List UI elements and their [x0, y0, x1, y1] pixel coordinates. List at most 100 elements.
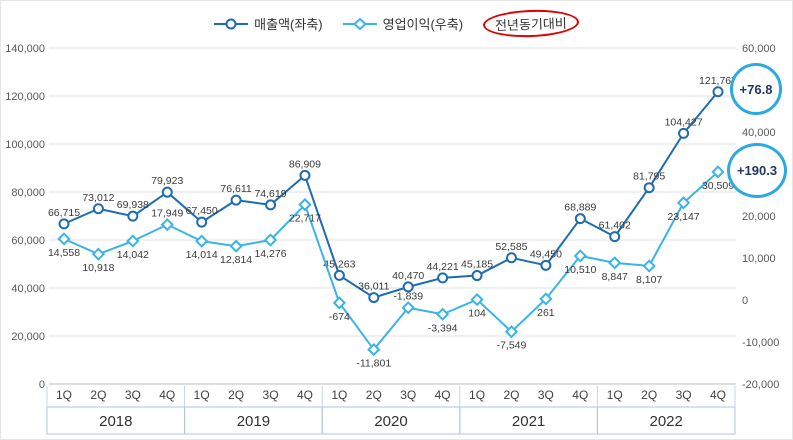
x-axis-label: 4Q	[435, 388, 451, 402]
data-point-marker	[642, 259, 656, 273]
data-label: -674	[329, 311, 350, 323]
x-axis-label: 4Q	[159, 388, 175, 402]
data-point-marker	[91, 247, 106, 261]
y-axis-label-left: 80,000	[11, 187, 45, 199]
data-label: 23,147	[668, 211, 700, 223]
data-label: 8,107	[636, 274, 662, 286]
data-label: 44,221	[427, 261, 459, 273]
data-label: 14,042	[117, 249, 149, 261]
data-point-marker	[470, 292, 484, 307]
x-axis-label: 3Q	[125, 388, 141, 402]
yoy-value-profit: +190.3	[736, 163, 778, 178]
legend-item-profit[interactable]: 영업이익(우축)	[342, 14, 464, 33]
data-label: 14,558	[48, 247, 80, 259]
data-point-marker	[229, 239, 243, 253]
data-point-marker	[160, 217, 174, 232]
data-label: 79,923	[151, 175, 183, 187]
data-label: 74,619	[254, 188, 286, 200]
y-axis-label-left: 60,000	[11, 235, 45, 247]
data-point-marker	[609, 231, 621, 243]
chart-legend: 매출액(좌축) 영업이익(우축) 전년동기대비	[1, 8, 792, 39]
legend-label-profit: 영업이익(우축)	[382, 17, 464, 32]
y-axis-label-right: 40,000	[742, 127, 776, 139]
data-label: 10,510	[564, 264, 596, 276]
data-point-marker	[127, 210, 139, 222]
data-point-marker	[92, 203, 104, 215]
x-axis-label: 1Q	[331, 388, 347, 402]
data-label: 67,450	[186, 205, 218, 217]
data-point-marker	[437, 272, 449, 284]
data-point-marker	[196, 216, 208, 228]
data-label: -11,801	[356, 358, 391, 370]
data-point-marker	[126, 234, 140, 248]
data-point-marker	[676, 196, 691, 210]
x-axis-label: 2Q	[641, 388, 657, 402]
data-label: 76,611	[220, 183, 251, 195]
y-axis-label-left: 0	[39, 379, 45, 391]
y-axis-label-left: 40,000	[11, 283, 45, 295]
data-label: -7,549	[497, 340, 527, 352]
data-point-marker	[573, 249, 587, 263]
y-axis-label-left: 120,000	[5, 91, 45, 103]
y-axis-label-left: 140,000	[5, 43, 45, 55]
y-axis-label-right: 10,000	[742, 253, 776, 265]
data-label: 61,402	[599, 220, 631, 232]
x-axis-label: 1Q	[194, 388, 210, 402]
data-point-marker	[574, 213, 586, 225]
data-label: 30,509	[702, 180, 734, 192]
x-axis-label: 2Q	[90, 388, 106, 402]
x-axis-label: 3Q	[538, 388, 554, 402]
data-label: 14,014	[186, 249, 218, 261]
profit-line-diamond-icon	[342, 17, 377, 30]
yoy-red-ellipse: 전년동기대비	[482, 8, 580, 39]
data-point-marker	[712, 86, 724, 98]
year-label: 2022	[650, 413, 683, 430]
data-point-marker	[265, 199, 277, 211]
legend-item-yoy: 전년동기대비	[482, 8, 580, 39]
data-point-marker	[332, 296, 346, 310]
data-label: 10,918	[82, 262, 114, 274]
data-point-marker	[539, 292, 553, 306]
data-label: 261	[537, 307, 555, 319]
x-axis-label: 2Q	[366, 388, 382, 402]
data-label: 36,011	[358, 281, 389, 293]
data-label: 66,715	[48, 207, 80, 219]
x-axis-label: 1Q	[607, 388, 623, 402]
data-point-marker	[540, 259, 552, 271]
data-label: 40,470	[392, 270, 424, 282]
yoy-annotation-profit: +190.3	[727, 143, 787, 198]
series-line-1	[63, 91, 719, 299]
data-label: 17,949	[151, 208, 183, 220]
x-axis-label: 2Q	[503, 388, 519, 402]
data-label: 69,938	[117, 199, 149, 211]
data-point-marker	[436, 307, 450, 321]
data-label: 73,012	[82, 192, 114, 204]
legend-item-revenue[interactable]: 매출액(좌축)	[214, 14, 323, 33]
x-axis-label: 4Q	[572, 388, 588, 402]
x-axis-label: 4Q	[710, 388, 726, 402]
data-label: -1,839	[393, 291, 423, 303]
year-label: 2021	[512, 413, 545, 430]
y-axis-label-right: 60,000	[742, 43, 776, 55]
data-point-marker	[367, 342, 381, 357]
data-point-marker	[643, 182, 655, 194]
series-line-2	[63, 171, 719, 351]
y-axis-label-left: 20,000	[11, 331, 45, 343]
y-axis-label-right: -10,000	[742, 337, 779, 349]
revenue-line-circle-icon	[214, 18, 249, 29]
x-axis-label: 1Q	[469, 388, 485, 402]
data-label: 45,185	[461, 259, 493, 271]
data-label: 12,814	[220, 254, 252, 266]
data-label: 8,847	[602, 271, 628, 283]
x-axis-label: 3Q	[400, 388, 416, 402]
data-point-marker	[333, 269, 345, 281]
data-label: 121,767	[699, 75, 737, 87]
data-point-marker	[195, 234, 209, 248]
data-label: 45,263	[323, 258, 355, 270]
year-label: 2019	[237, 413, 270, 430]
data-point-marker	[263, 233, 278, 247]
data-point-marker	[57, 232, 71, 246]
data-point-marker	[471, 270, 483, 282]
